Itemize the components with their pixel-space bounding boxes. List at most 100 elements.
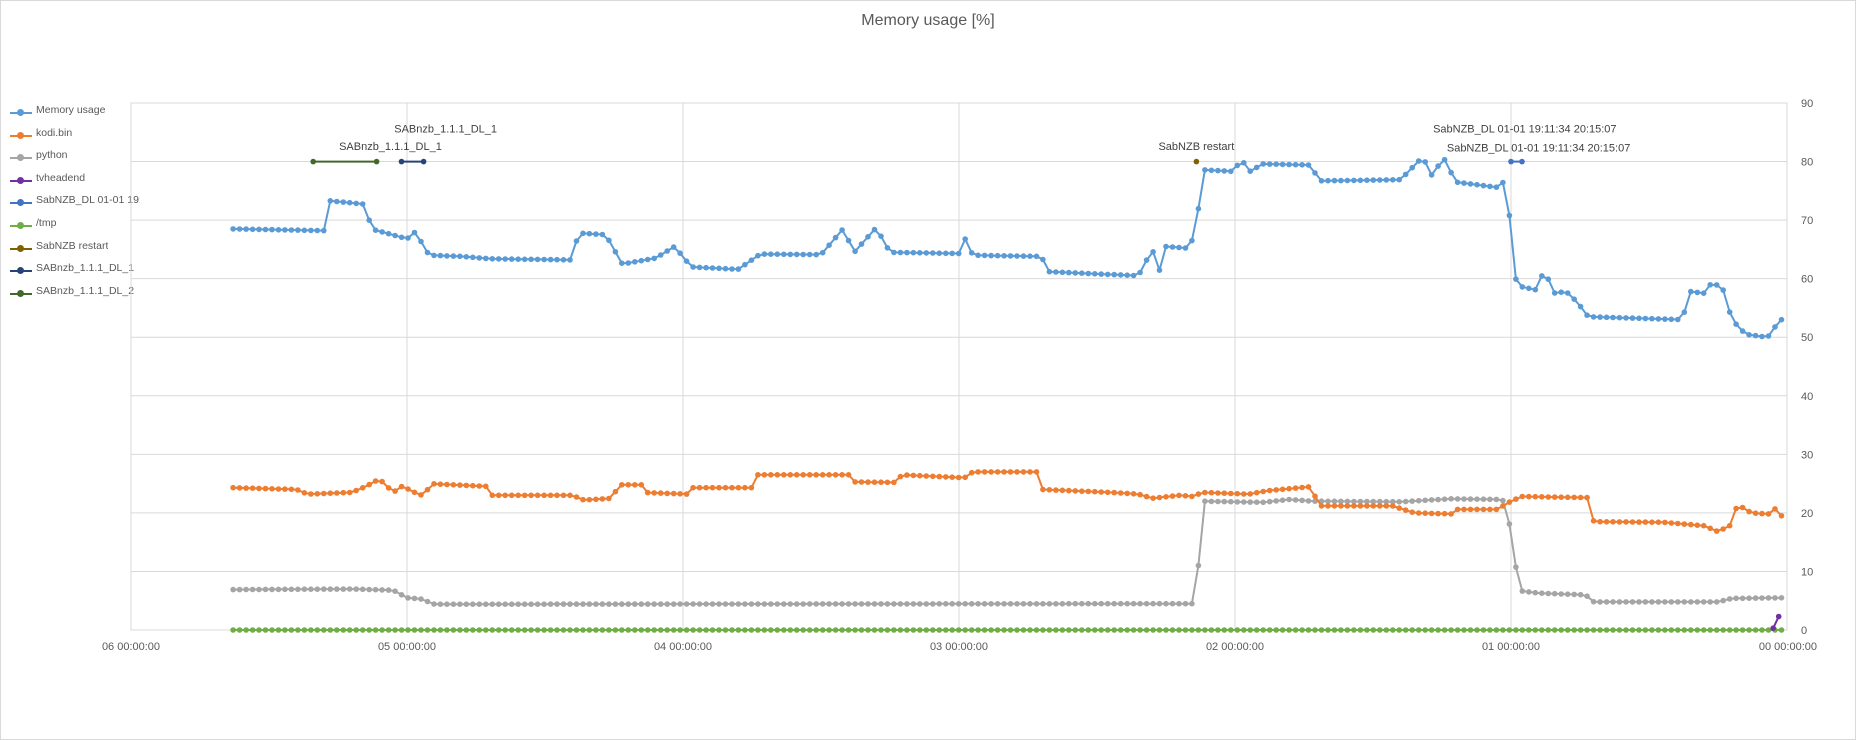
data-point bbox=[1571, 591, 1577, 598]
data-point bbox=[1480, 627, 1487, 633]
data-point bbox=[839, 472, 845, 478]
data-point bbox=[865, 479, 871, 485]
data-point bbox=[1739, 595, 1746, 602]
data-point bbox=[1260, 499, 1266, 506]
data-point bbox=[1111, 489, 1117, 496]
data-point bbox=[1305, 484, 1312, 490]
data-point bbox=[943, 250, 949, 257]
data-point bbox=[651, 490, 657, 496]
series-sabnzb-restart bbox=[1193, 158, 1200, 165]
data-point bbox=[1759, 627, 1765, 633]
data-point bbox=[282, 586, 288, 593]
data-point bbox=[884, 245, 891, 251]
data-point bbox=[1519, 158, 1525, 165]
data-point bbox=[567, 257, 573, 263]
data-point bbox=[1726, 522, 1733, 529]
data-point bbox=[1402, 171, 1409, 178]
data-point bbox=[1415, 510, 1422, 516]
data-point bbox=[755, 627, 761, 633]
data-point bbox=[1746, 508, 1752, 515]
data-point bbox=[560, 492, 567, 499]
data-point bbox=[1221, 490, 1228, 497]
legend-label: Memory usage bbox=[36, 104, 106, 116]
data-point bbox=[1377, 177, 1383, 183]
data-point bbox=[878, 233, 884, 239]
data-point bbox=[729, 266, 735, 272]
data-point bbox=[431, 601, 437, 607]
data-point bbox=[703, 484, 709, 491]
data-point bbox=[625, 260, 632, 266]
data-point bbox=[1402, 627, 1409, 633]
data-point bbox=[1707, 525, 1713, 532]
data-point bbox=[528, 627, 534, 633]
data-point bbox=[858, 627, 865, 633]
data-point bbox=[1033, 627, 1040, 633]
data-point bbox=[761, 472, 768, 478]
data-point bbox=[1059, 627, 1066, 633]
data-point bbox=[340, 586, 347, 592]
data-point bbox=[1681, 309, 1688, 316]
data-point bbox=[1584, 312, 1590, 319]
data-point bbox=[1454, 506, 1461, 513]
series-memory-usage bbox=[230, 156, 1785, 340]
data-point bbox=[327, 198, 334, 204]
data-point bbox=[1558, 289, 1564, 296]
data-point bbox=[476, 255, 483, 261]
data-point bbox=[1092, 627, 1098, 633]
data-point bbox=[1610, 519, 1616, 525]
data-point bbox=[476, 601, 483, 607]
data-point bbox=[1623, 315, 1629, 321]
data-point bbox=[1448, 511, 1454, 517]
data-point bbox=[1176, 627, 1182, 633]
data-point bbox=[1286, 161, 1292, 168]
data-point bbox=[230, 627, 236, 633]
data-point bbox=[878, 627, 884, 633]
data-point bbox=[457, 601, 463, 607]
data-point bbox=[1513, 627, 1519, 633]
data-point bbox=[793, 601, 800, 607]
data-point bbox=[1292, 497, 1299, 503]
data-point bbox=[1577, 494, 1584, 501]
data-point bbox=[1441, 627, 1448, 633]
data-point bbox=[1325, 503, 1331, 509]
data-point bbox=[1098, 627, 1104, 633]
data-point bbox=[1539, 590, 1545, 596]
data-point bbox=[1649, 627, 1655, 633]
data-point bbox=[314, 491, 321, 497]
data-point bbox=[1435, 627, 1441, 633]
data-point bbox=[729, 601, 735, 607]
data-point bbox=[1636, 315, 1642, 322]
data-point bbox=[1053, 269, 1059, 275]
data-point bbox=[1733, 321, 1739, 328]
data-point bbox=[1124, 272, 1130, 279]
legend-entry: python bbox=[8, 149, 133, 172]
data-point bbox=[340, 627, 347, 633]
data-point bbox=[282, 227, 288, 233]
data-point bbox=[1156, 494, 1163, 501]
data-point bbox=[1752, 332, 1759, 339]
data-point bbox=[644, 256, 651, 263]
data-point bbox=[1098, 271, 1104, 277]
data-point bbox=[632, 259, 638, 265]
data-point bbox=[1169, 493, 1176, 499]
data-point bbox=[774, 627, 781, 633]
data-point bbox=[1642, 315, 1649, 322]
data-point bbox=[470, 254, 476, 261]
data-point bbox=[936, 627, 943, 633]
data-point bbox=[1513, 276, 1519, 282]
data-point bbox=[1357, 627, 1364, 633]
data-point bbox=[1493, 627, 1500, 633]
data-point bbox=[722, 601, 729, 607]
data-point bbox=[1053, 601, 1059, 607]
data-point bbox=[1506, 521, 1513, 527]
data-point bbox=[1752, 627, 1759, 633]
data-point bbox=[709, 601, 716, 607]
data-point bbox=[742, 601, 748, 607]
data-point bbox=[1208, 167, 1215, 174]
data-point bbox=[716, 265, 722, 272]
data-point bbox=[586, 496, 593, 503]
data-point bbox=[1195, 627, 1202, 633]
data-point bbox=[1241, 499, 1247, 505]
x-tick-label: 02 00:00:00 bbox=[1206, 641, 1264, 653]
